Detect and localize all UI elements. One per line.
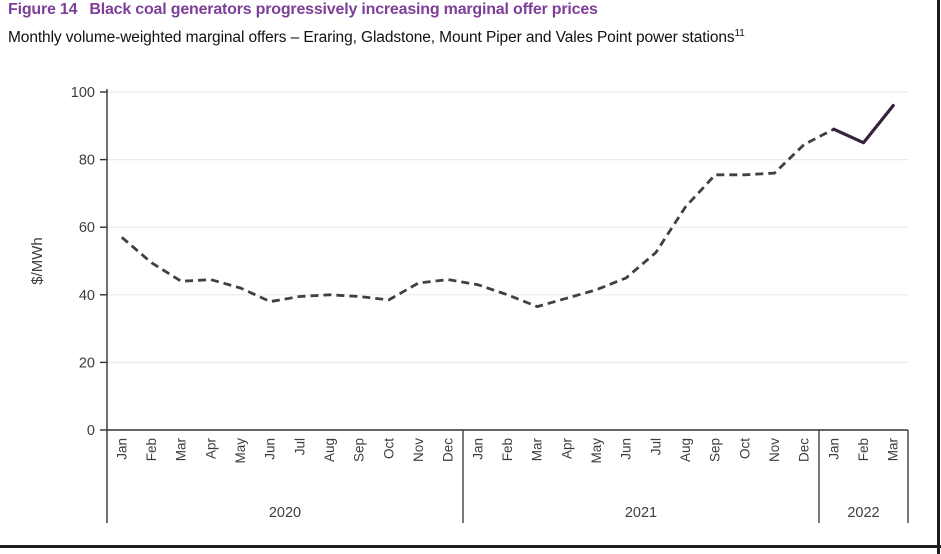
y-tick-label: 60 <box>79 220 95 236</box>
month-tick-label: May <box>233 438 248 464</box>
month-tick-label: Apr <box>203 438 218 460</box>
dashed-series-line <box>120 127 835 309</box>
month-tick-label: Jan <box>470 438 485 460</box>
y-tick-label: 40 <box>79 288 95 304</box>
year-label: 2022 <box>847 505 879 521</box>
y-axis-title: $/MWh <box>29 237 46 285</box>
figure-subtitle-text: Monthly volume-weighted marginal offers … <box>8 29 735 47</box>
month-tick-label: Feb <box>500 438 515 461</box>
figure-number-label: Figure 14 <box>8 1 78 18</box>
y-tick-label: 0 <box>87 423 95 439</box>
month-tick-label: May <box>589 438 604 464</box>
month-tick-label: Feb <box>144 438 159 461</box>
month-tick-label: Feb <box>856 438 871 461</box>
year-label: 2020 <box>269 505 301 521</box>
page-border-bottom <box>0 545 941 548</box>
month-tick-label: Oct <box>381 438 396 459</box>
month-tick-label: Sep <box>708 438 723 462</box>
footnote-marker: 11 <box>734 28 745 39</box>
month-tick-label: Aug <box>322 438 337 462</box>
month-tick-label: Jun <box>263 438 278 460</box>
figure-title: Figure 14 Black coal generators progressi… <box>8 1 598 19</box>
month-tick-label: Apr <box>559 438 574 460</box>
solid-series-line <box>832 103 895 145</box>
page-border-right <box>937 0 940 554</box>
month-tick-label: Nov <box>767 438 782 462</box>
month-tick-label: Sep <box>352 438 367 462</box>
figure-title-text: Black coal generators progressively incr… <box>89 1 598 18</box>
month-tick-label: Dec <box>797 438 812 462</box>
month-tick-label: Jul <box>648 438 663 455</box>
month-tick-label: Aug <box>678 438 693 462</box>
y-tick-label: 20 <box>79 355 95 371</box>
month-tick-label: Jun <box>619 438 634 460</box>
month-tick-label: Mar <box>886 437 901 461</box>
y-tick-label: 100 <box>71 85 95 101</box>
year-label: 2021 <box>625 505 657 521</box>
month-tick-label: Jan <box>114 438 129 460</box>
figure-subtitle: Monthly volume-weighted marginal offers … <box>8 28 745 47</box>
month-tick-label: Jan <box>826 438 841 460</box>
month-tick-label: Mar <box>174 437 189 461</box>
y-tick-label: 80 <box>79 153 95 169</box>
month-tick-label: Jul <box>292 438 307 455</box>
month-tick-label: Dec <box>441 438 456 462</box>
month-tick-label: Nov <box>411 438 426 462</box>
month-tick-label: Oct <box>737 438 752 459</box>
month-tick-label: Mar <box>530 437 545 461</box>
